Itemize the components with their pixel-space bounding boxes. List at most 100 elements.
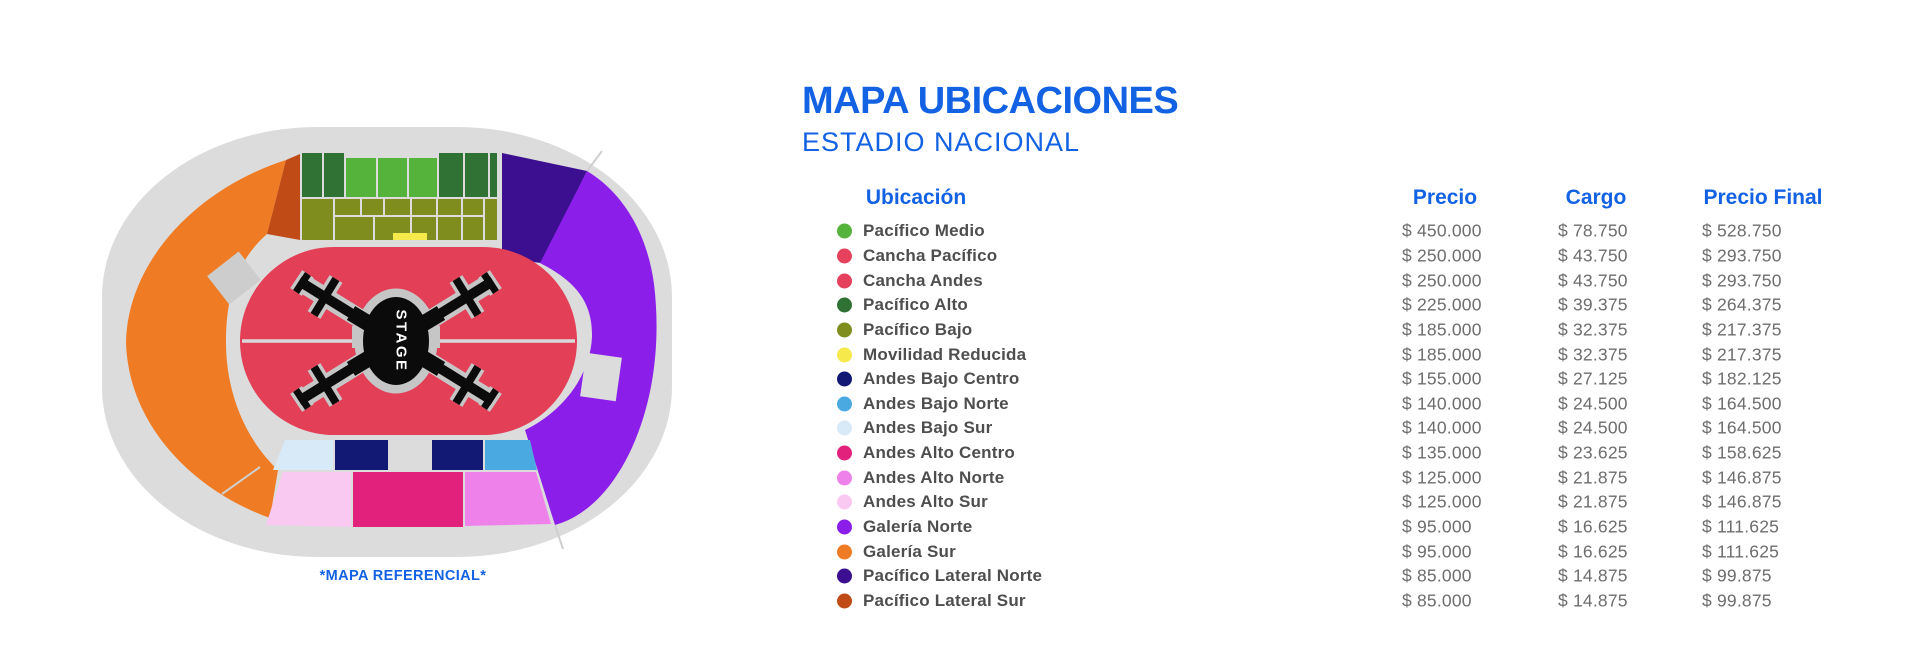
price-value: $ 95.000 [1402, 516, 1472, 537]
charge-value: $ 27.125 [1558, 368, 1628, 389]
final-price-value: $ 264.375 [1702, 294, 1782, 315]
section-label: Andes Bajo Centro [863, 369, 1020, 389]
map-section-pacifico-lateral-sur [267, 154, 300, 240]
stadium-map-svg: STAGE [102, 127, 672, 557]
section-color-dot [837, 223, 852, 239]
map-section-pacifico-bajo [302, 199, 497, 240]
section-color-dot [837, 248, 852, 264]
charge-value: $ 39.375 [1558, 294, 1628, 315]
charge-value: $ 24.500 [1558, 417, 1628, 438]
section-color-dot [837, 593, 852, 609]
section-label: Pacífico Alto [863, 295, 968, 315]
price-value: $ 85.000 [1402, 565, 1472, 586]
price-value: $ 250.000 [1402, 270, 1482, 291]
table-row: Galería Norte $ 95.000 $ 16.625 $ 111.62… [802, 515, 1862, 540]
pricing-table-rows: Pacífico Medio $ 450.000 $ 78.750 $ 528.… [802, 219, 1862, 613]
final-price-value: $ 164.500 [1702, 393, 1782, 414]
section-color-dot [837, 568, 852, 584]
price-value: $ 95.000 [1402, 541, 1472, 562]
final-price-value: $ 528.750 [1702, 220, 1782, 241]
map-section-movilidad-reducida [393, 233, 427, 240]
map-section-pacifico-medio [346, 158, 437, 197]
section-label: Andes Alto Centro [863, 443, 1015, 463]
page-title: MAPA UBICACIONES [802, 80, 1179, 122]
table-row: Movilidad Reducida $ 185.000 $ 32.375 $ … [802, 342, 1862, 367]
map-section-andes-alto-norte [465, 472, 551, 526]
section-label: Andes Alto Sur [863, 492, 988, 512]
column-header-precio-final: Precio Final [1703, 186, 1823, 209]
final-price-value: $ 164.500 [1702, 417, 1782, 438]
charge-value: $ 21.875 [1558, 491, 1628, 512]
section-color-dot [837, 544, 852, 560]
charge-value: $ 14.875 [1558, 565, 1628, 586]
section-label: Galería Sur [863, 541, 956, 561]
stage-platform [363, 297, 429, 385]
section-color-dot [837, 273, 852, 289]
charge-value: $ 78.750 [1558, 220, 1628, 241]
final-price-value: $ 293.750 [1702, 245, 1782, 266]
charge-value: $ 43.750 [1558, 245, 1628, 266]
price-value: $ 225.000 [1402, 294, 1482, 315]
table-row: Pacífico Lateral Sur $ 85.000 $ 14.875 $… [802, 589, 1862, 614]
section-color-dot [837, 445, 852, 461]
section-label: Pacífico Lateral Norte [863, 566, 1043, 586]
table-row: Cancha Andes $ 250.000 $ 43.750 $ 293.75… [802, 268, 1862, 293]
charge-value: $ 16.625 [1558, 541, 1628, 562]
price-value: $ 125.000 [1402, 491, 1482, 512]
map-section-andes-bajo-centro-2 [432, 440, 483, 470]
map-section-galeria-sur [126, 160, 286, 518]
table-row: Pacífico Bajo $ 185.000 $ 32.375 $ 217.3… [802, 318, 1862, 343]
column-header-precio: Precio [1412, 186, 1478, 209]
column-header-ubicacion: Ubicación [865, 186, 967, 209]
section-color-dot [837, 420, 852, 436]
map-section-andes-bajo-sur [273, 440, 333, 470]
table-row: Pacífico Lateral Norte $ 85.000 $ 14.875… [802, 564, 1862, 589]
column-header-cargo: Cargo [1565, 186, 1627, 209]
section-label: Andes Bajo Norte [863, 393, 1009, 413]
charge-value: $ 24.500 [1558, 393, 1628, 414]
table-row: Pacífico Alto $ 225.000 $ 39.375 $ 264.3… [802, 293, 1862, 318]
table-row: Cancha Pacífico $ 250.000 $ 43.750 $ 293… [802, 244, 1862, 269]
section-color-dot [837, 371, 852, 387]
map-caption: *MAPA REFERENCIAL* [319, 568, 487, 584]
section-label: Andes Bajo Sur [863, 418, 993, 438]
price-value: $ 185.000 [1402, 319, 1482, 340]
map-section-andes-bajo-norte [485, 440, 537, 470]
map-section-andes-alto-centro [353, 472, 463, 527]
pricing-table-header: Ubicación Precio Cargo Precio Final [802, 186, 1862, 210]
map-entrance-west [207, 251, 261, 305]
price-value: $ 140.000 [1402, 393, 1482, 414]
section-color-dot [837, 494, 852, 510]
section-color-dot [837, 322, 852, 338]
final-price-value: $ 146.875 [1702, 467, 1782, 488]
charge-value: $ 23.625 [1558, 442, 1628, 463]
stadium-map: STAGE [100, 122, 675, 562]
page-header: MAPA UBICACIONES ESTADIO NACIONAL [802, 80, 1179, 157]
charge-value: $ 43.750 [1558, 270, 1628, 291]
final-price-value: $ 217.375 [1702, 344, 1782, 365]
page-subtitle: ESTADIO NACIONAL [802, 127, 1081, 157]
section-label: Galería Norte [863, 517, 973, 536]
final-price-value: $ 99.875 [1702, 565, 1772, 586]
charge-value: $ 32.375 [1558, 319, 1628, 340]
final-price-value: $ 99.875 [1702, 590, 1772, 611]
final-price-value: $ 217.375 [1702, 319, 1782, 340]
map-section-pacifico-lateral-norte [502, 153, 587, 263]
section-label: Pacífico Medio [863, 221, 985, 241]
price-value: $ 140.000 [1402, 417, 1482, 438]
section-color-dot [837, 396, 852, 412]
price-value: $ 450.000 [1402, 220, 1482, 241]
section-label: Cancha Pacífico [863, 245, 998, 265]
price-value: $ 125.000 [1402, 467, 1482, 488]
section-label: Pacífico Lateral Sur [863, 590, 1026, 610]
map-section-pacifico-alto [302, 153, 497, 197]
map-section-andes-alto-sur [266, 472, 351, 527]
final-price-value: $ 146.875 [1702, 491, 1782, 512]
charge-value: $ 14.875 [1558, 590, 1628, 611]
table-row: Andes Bajo Centro $ 155.000 $ 27.125 $ 1… [802, 367, 1862, 392]
price-value: $ 155.000 [1402, 368, 1482, 389]
charge-value: $ 16.625 [1558, 516, 1628, 537]
price-value: $ 135.000 [1402, 442, 1482, 463]
final-price-value: $ 111.625 [1702, 516, 1780, 537]
map-divider-lines [221, 150, 603, 550]
